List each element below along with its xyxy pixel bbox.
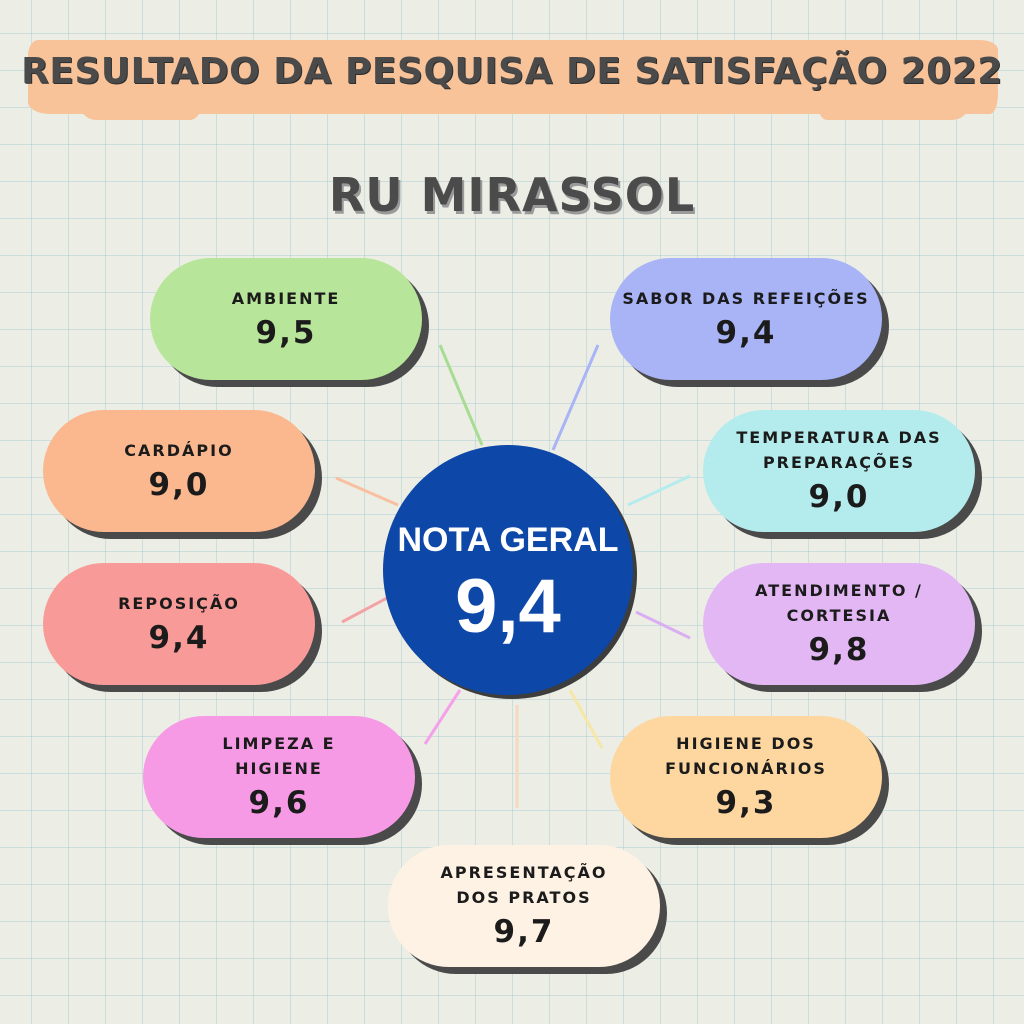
- category-score: 9,4: [715, 314, 777, 351]
- page-title: RESULTADO DA PESQUISA DE SATISFAÇÃO 2022: [21, 51, 1003, 92]
- overall-score-value: 9,4: [455, 564, 561, 649]
- category-score: 9,8: [808, 632, 870, 668]
- connector-line-limpeza: [423, 689, 462, 745]
- category-pill-reposicao: REPOSIÇÃO 9,4: [43, 563, 315, 685]
- title-banner: [28, 40, 998, 114]
- category-label: HIGIENE DOS FUNCIONÁRIOS: [665, 734, 827, 778]
- connector-line-reposicao: [341, 596, 388, 624]
- connector-line-atendimento: [635, 610, 691, 640]
- category-pill-limpeza-e-higiene: LIMPEZA E HIGIENE 9,6: [143, 716, 415, 838]
- category-score: 9,0: [808, 479, 870, 515]
- connector-line-higiene: [568, 689, 604, 749]
- category-label: LIMPEZA E HIGIENE: [222, 734, 336, 778]
- banner-brush-edge: [80, 104, 200, 120]
- category-label: TEMPERATURA DAS PREPARAÇÕES: [736, 428, 942, 472]
- connector-line-temperatura: [627, 474, 691, 507]
- category-pill-temperatura-das-preparacoes: TEMPERATURA DAS PREPARAÇÕES 9,0: [703, 410, 975, 532]
- category-score: 9,5: [255, 314, 317, 351]
- category-label: AMBIENTE: [231, 288, 341, 308]
- connector-line-sabor: [551, 344, 600, 451]
- category-label: CARDÁPIO: [124, 440, 234, 460]
- category-pill-apresentacao-dos-pratos: APRESENTAÇÃO DOS PRATOS 9,7: [388, 845, 660, 967]
- category-pill-higiene-dos-funcionarios: HIGIENE DOS FUNCIONÁRIOS 9,3: [610, 716, 882, 838]
- overall-score-circle: NOTA GERAL 9,4: [383, 445, 633, 695]
- category-score: 9,3: [715, 785, 777, 821]
- category-score: 9,7: [493, 914, 555, 950]
- category-score: 9,6: [248, 785, 310, 821]
- banner-brush-edge: [820, 102, 970, 120]
- category-pill-sabor-das-refeicoes: SABOR DAS REFEIÇÕES 9,4: [610, 258, 882, 380]
- connector-line-ambiente: [438, 344, 484, 446]
- category-label: APRESENTAÇÃO DOS PRATOS: [440, 863, 608, 907]
- category-label: REPOSIÇÃO: [118, 593, 240, 613]
- page-subtitle: RU MIRASSOL: [328, 168, 696, 222]
- connector-line-cardapio: [335, 476, 399, 507]
- category-pill-ambiente: AMBIENTE 9,5: [150, 258, 422, 380]
- category-label: SABOR DAS REFEIÇÕES: [622, 288, 870, 308]
- category-label: ATENDIMENTO / CORTESIA: [755, 581, 923, 625]
- category-pill-cardapio: CARDÁPIO 9,0: [43, 410, 315, 532]
- overall-score-label: NOTA GERAL: [397, 521, 619, 559]
- category-score: 9,0: [148, 466, 210, 503]
- category-score: 9,4: [148, 619, 210, 656]
- category-pill-atendimento-cortesia: ATENDIMENTO / CORTESIA 9,8: [703, 563, 975, 685]
